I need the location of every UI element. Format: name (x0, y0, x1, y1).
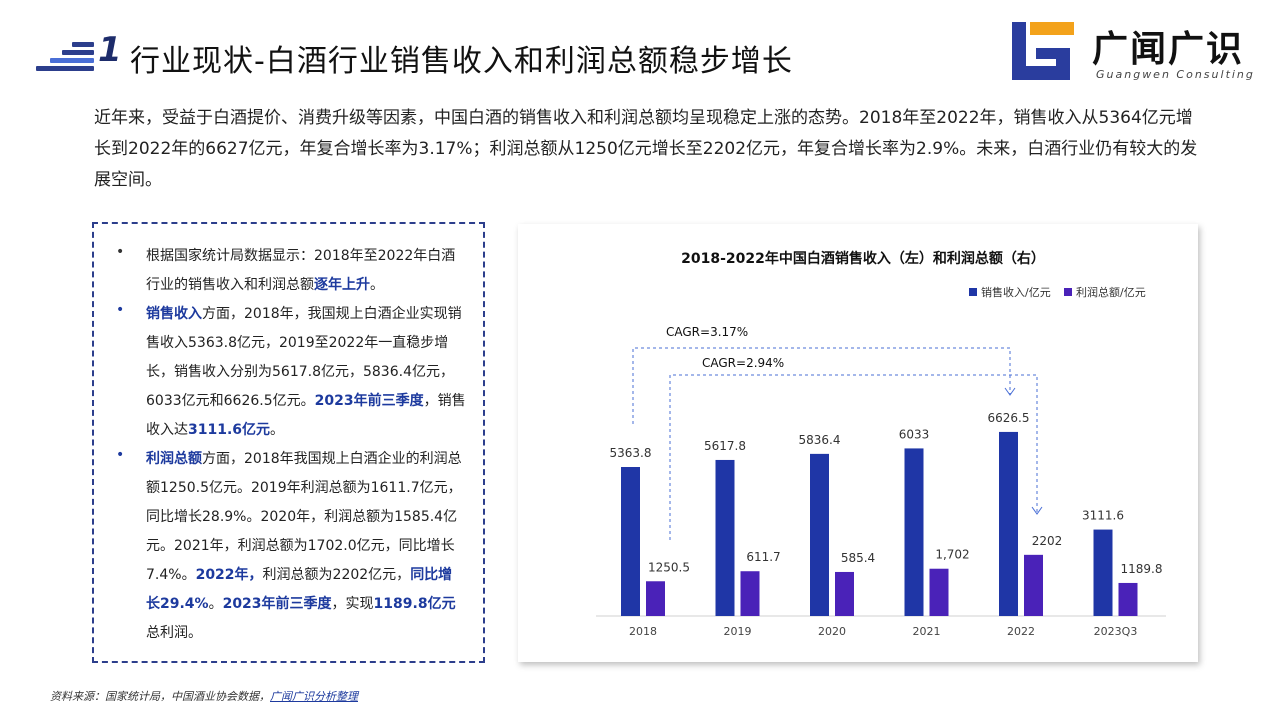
label-revenue-2023Q3: 3111.6 (1082, 509, 1124, 523)
bar-revenue-2018 (621, 467, 640, 616)
x-tick-2020: 2020 (818, 625, 846, 638)
section-number: 1 (98, 30, 122, 70)
x-tick-2018: 2018 (629, 625, 657, 638)
label-profit-2023Q3: 1189.8 (1121, 562, 1163, 576)
bar-revenue-2022 (999, 431, 1018, 616)
bar-chart: 2018-2022年中国白酒销售收入（左）和利润总额（右） 销售收入/亿元 利润… (596, 250, 1166, 638)
label-revenue-2022: 6626.5 (988, 411, 1030, 425)
bar-revenue-2020 (810, 453, 829, 616)
bar-profit-2021 (929, 568, 949, 616)
legend: 销售收入/亿元 利润总额/亿元 (969, 285, 1146, 299)
logo-mark-icon (1012, 22, 1074, 80)
bullet-profit: 利润总额方面，2018年我国规上白酒企业的利润总额1250.5亿元。2019年利… (146, 451, 462, 641)
x-tick-2023Q3: 2023Q3 (1094, 625, 1138, 638)
label-revenue-2021: 6033 (899, 427, 930, 441)
bar-profit-2022 (1024, 554, 1043, 616)
label-profit-2022: 2202 (1032, 534, 1063, 548)
bar-revenue-2021 (904, 448, 924, 616)
label-revenue-2019: 5617.8 (704, 439, 746, 453)
logo-english-name: Guangwen Consulting (1096, 68, 1255, 81)
cagr-profit-arrow-icon (1031, 506, 1043, 515)
label-profit-2020: 585.4 (841, 551, 875, 565)
bullet-marker: • (116, 447, 125, 463)
bar-profit-2019 (740, 571, 760, 616)
source-note: 资料来源：国家统计局，中国酒业协会数据，广闻广识分析整理 (50, 690, 358, 703)
bar-profit-2020 (835, 571, 854, 616)
bar-profit-2023Q3 (1118, 582, 1138, 616)
x-tick-2019: 2019 (724, 625, 752, 638)
cagr-revenue-label: CAGR=3.17% (666, 325, 748, 339)
label-profit-2018: 1250.5 (648, 560, 690, 574)
cagr-profit-connector (669, 374, 1038, 540)
bullet-marker: • (116, 302, 125, 318)
legend-label-profit: 利润总额/亿元 (1076, 285, 1146, 299)
x-tick-2021: 2021 (913, 625, 941, 638)
logo-chinese-name: 广闻广识 (1092, 29, 1245, 70)
cagr-profit-label: CAGR=2.94% (702, 356, 784, 370)
bullet-overview: 根据国家统计局数据显示：2018年至2022年白酒行业的销售收入和利润总额逐年上… (146, 248, 456, 293)
chart-title: 2018-2022年中国白酒销售收入（左）和利润总额（右） (681, 250, 1045, 267)
summary-box: • 根据国家统计局数据显示：2018年至2022年白酒行业的销售收入和利润总额逐… (92, 222, 485, 663)
x-tick-2022: 2022 (1007, 625, 1035, 638)
label-profit-2021: 1,702 (935, 548, 969, 562)
label-revenue-2018: 5363.8 (610, 446, 652, 460)
chart-panel: 2018-2022年中国白酒销售收入（左）和利润总额（右） 销售收入/亿元 利润… (518, 224, 1198, 662)
bullet-marker: • (116, 244, 125, 260)
legend-label-revenue: 销售收入/亿元 (981, 285, 1051, 299)
label-profit-2019: 611.7 (746, 550, 780, 564)
label-revenue-2020: 5836.4 (799, 433, 841, 447)
page-title: 行业现状-白酒行业销售收入和利润总额稳步增长 (130, 44, 793, 79)
bar-revenue-2019 (715, 459, 735, 616)
cagr-revenue-arrow-icon (1004, 387, 1016, 396)
cagr-revenue-connector (632, 347, 1011, 424)
bar-revenue-2023Q3 (1093, 529, 1113, 616)
title-decoration (34, 40, 94, 80)
company-logo: 广闻广识 Guangwen Consulting (1010, 18, 1253, 86)
intro-paragraph: 近年来，受益于白酒提价、消费升级等因素，中国白酒的销售收入和利润总额均呈现稳定上… (94, 108, 1198, 190)
bullet-revenue: 销售收入方面，2018年，我国规上白酒企业实现销售收入5363.8亿元，2019… (146, 306, 466, 438)
bar-profit-2018 (646, 581, 665, 616)
